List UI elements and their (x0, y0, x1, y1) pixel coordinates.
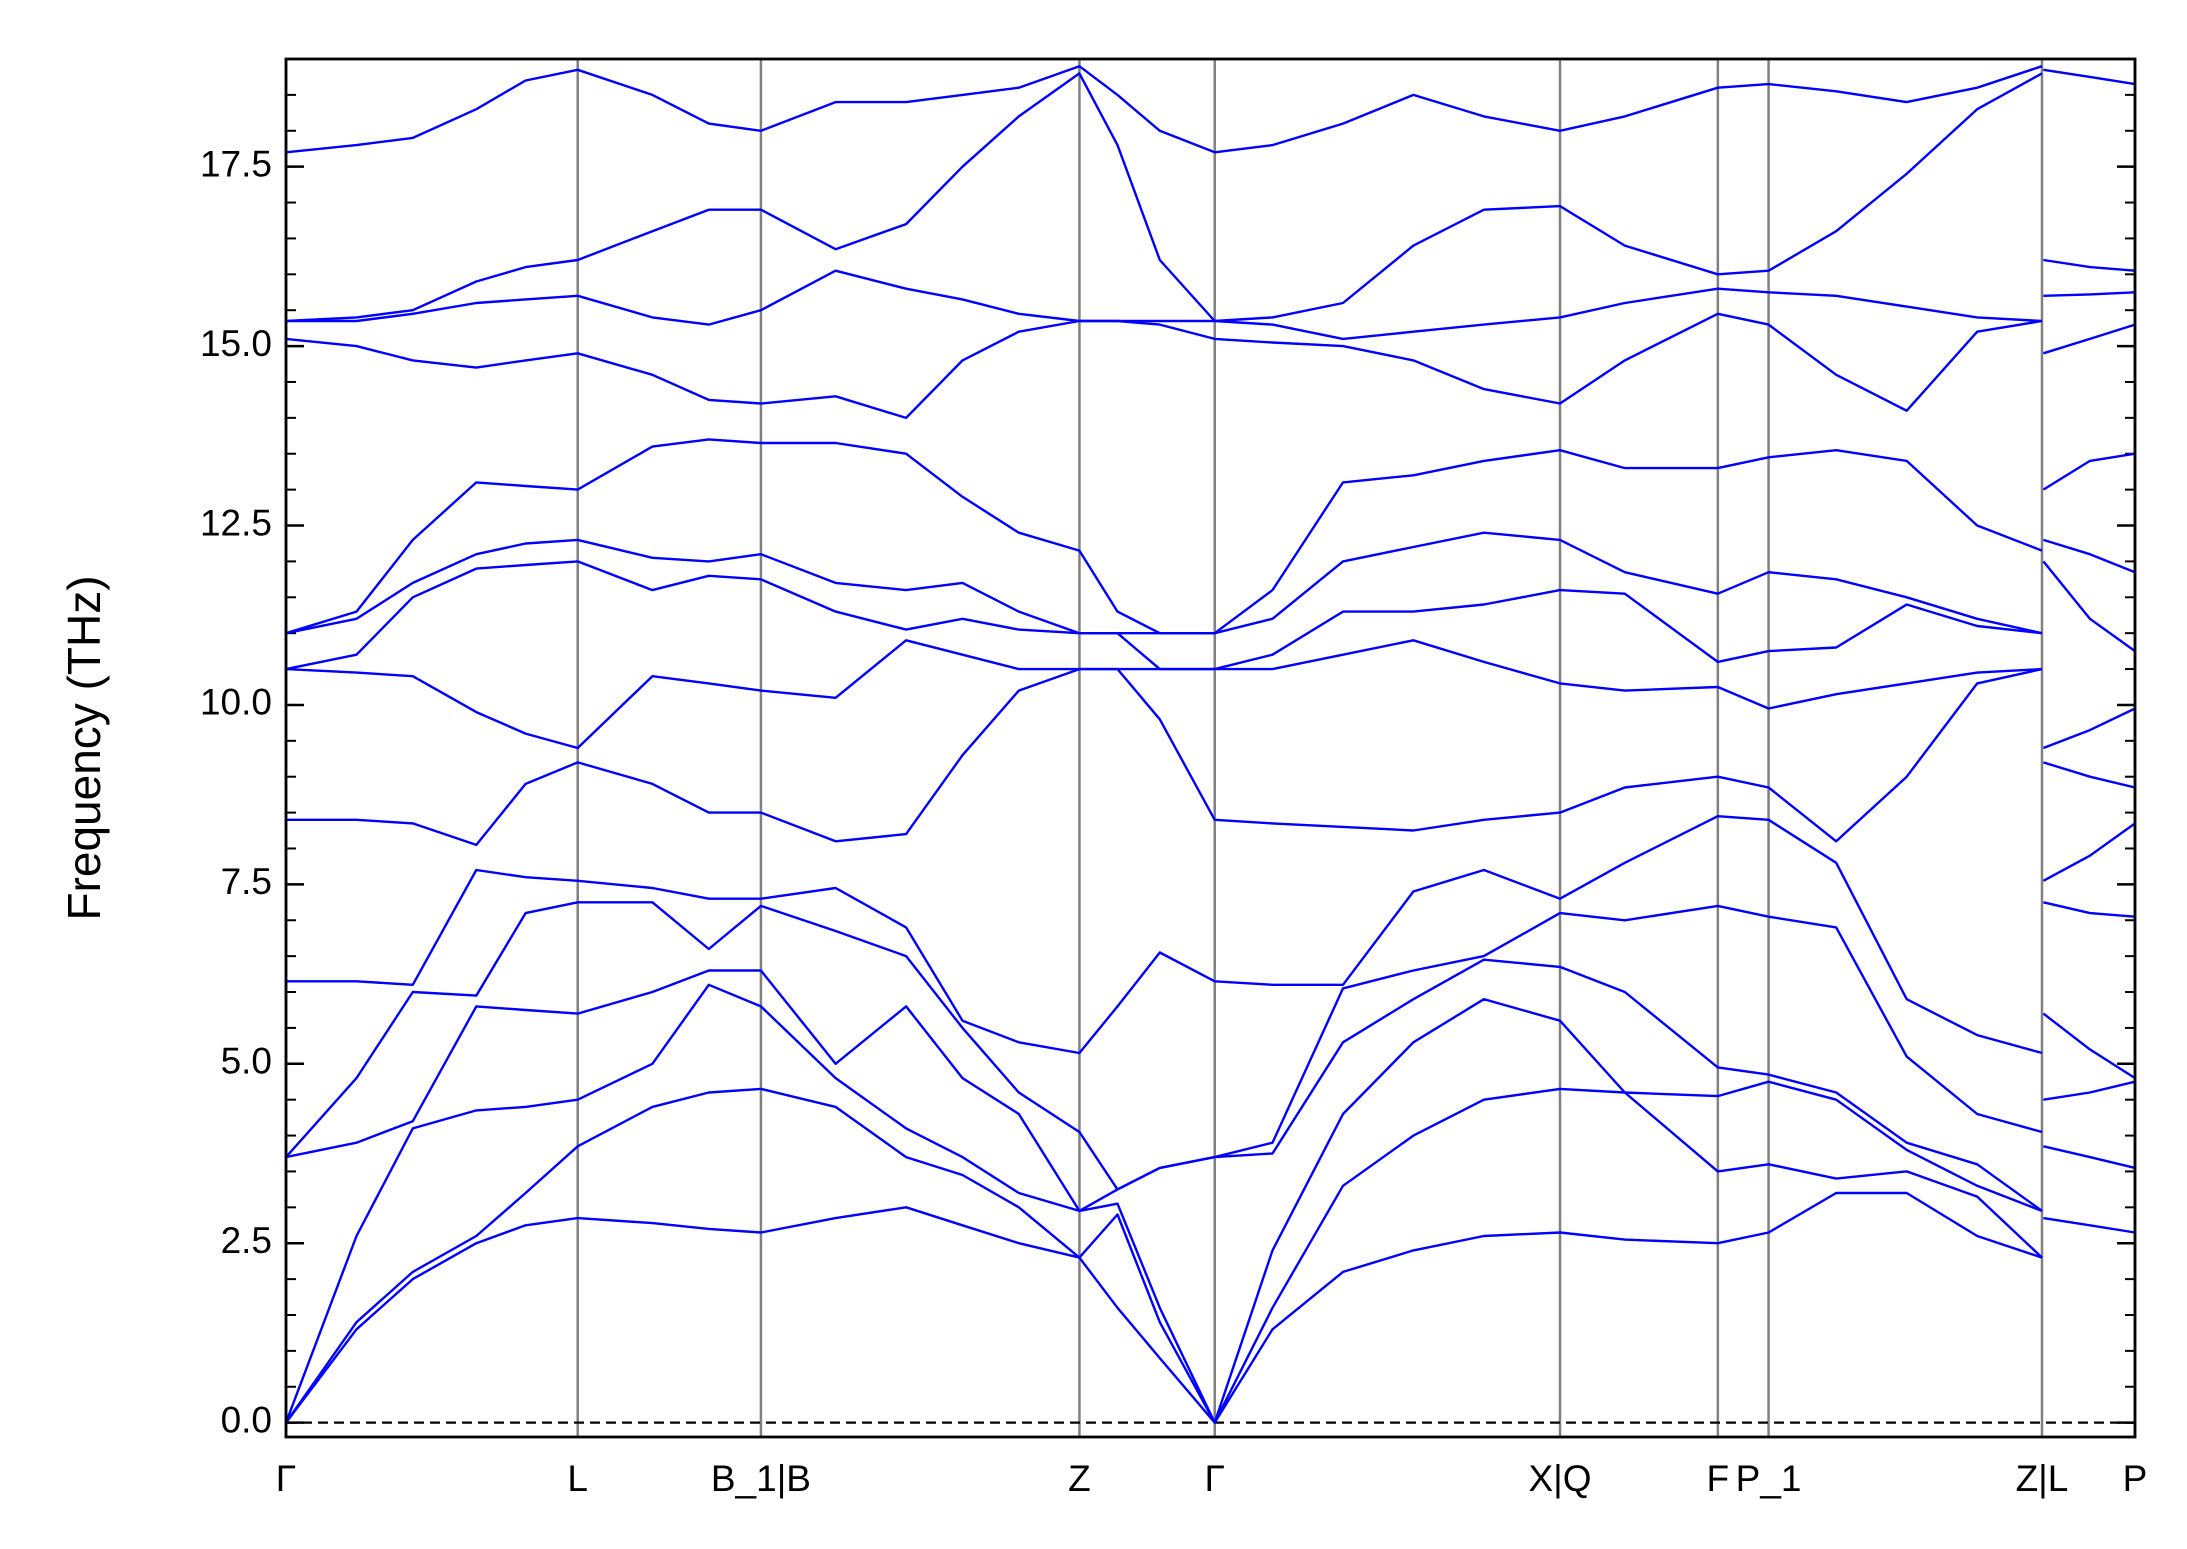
y-axis-label: Frequency (THz) (58, 575, 110, 920)
band-line (285, 560, 2136, 671)
x-tick-label: P_1 (1736, 1458, 1802, 1499)
x-tick-label: Z|L (2016, 1458, 2069, 1499)
band-line (285, 438, 2136, 635)
band-line (285, 531, 2136, 635)
band-line (285, 958, 2136, 1213)
y-tick-label: 15.0 (200, 323, 272, 364)
band-line (285, 1191, 2136, 1424)
y-tick-label: 10.0 (200, 682, 272, 723)
x-tick-label: Γ (1205, 1458, 1225, 1499)
band-line (285, 65, 2136, 154)
y-tick-label: 17.5 (200, 143, 272, 184)
band-line (285, 639, 2136, 750)
y-tick-label: 12.5 (200, 502, 272, 543)
band-line (285, 901, 2136, 1191)
band-line (285, 1087, 2136, 1424)
band-line (285, 312, 2136, 420)
band-line (285, 72, 2136, 323)
x-tick-label: X|Q (1528, 1458, 1591, 1499)
band-line (286, 269, 2136, 341)
band-line (286, 667, 2136, 847)
x-tick-label: Γ (276, 1458, 296, 1499)
y-tick-label: 5.0 (221, 1041, 272, 1082)
plot-frame (284, 57, 2137, 1439)
band-line (284, 983, 2136, 1424)
band-line (286, 815, 2136, 1055)
y-tick-label: 2.5 (221, 1220, 272, 1261)
x-tick-label: Z (1068, 1458, 1091, 1499)
x-tick-label: L (567, 1458, 588, 1499)
x-tick-label: F (1707, 1458, 1730, 1499)
y-tick-label: 7.5 (221, 861, 272, 902)
y-tick-label: 0.0 (221, 1399, 272, 1440)
x-tick-label: P (2123, 1458, 2148, 1499)
x-tick-label: B_1|B (711, 1458, 811, 1499)
